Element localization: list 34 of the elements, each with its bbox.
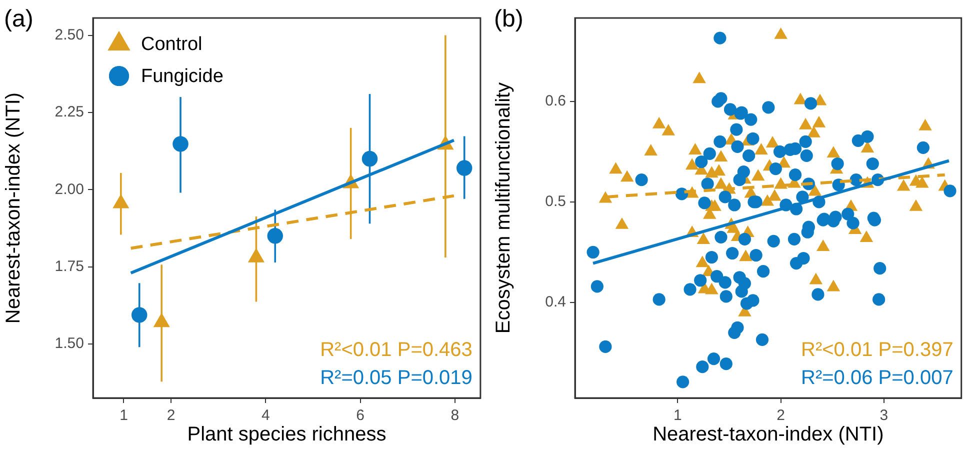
x-tick-label: 2 [166, 407, 176, 424]
y-axis-title: Ecosystem multifunctionality [492, 82, 515, 334]
x-tick-label: 6 [356, 407, 364, 424]
x-axis-title: Nearest-taxon-index (NTI) [652, 424, 884, 446]
chart-title: (b) [494, 6, 524, 33]
point [153, 312, 170, 328]
chart-title: (a) [4, 6, 34, 33]
point [248, 248, 264, 262]
x-tick-label: 1 [120, 407, 128, 424]
x-tick-label: 4 [261, 407, 270, 424]
x-tick-label: 8 [450, 407, 460, 424]
point [362, 150, 378, 167]
point [456, 160, 472, 176]
y-tick-label: 2.25 [54, 104, 84, 121]
x-axis-title: Plant species richness [187, 424, 386, 446]
x-tick-label: 3 [880, 407, 888, 424]
legend-label: Fungicide [141, 66, 224, 88]
point [172, 136, 188, 152]
y-tick-label: 1.50 [54, 335, 84, 352]
y-tick-label: 0.6 [545, 92, 566, 110]
x-tick-label: 1 [673, 407, 682, 424]
annotation: R²<0.01 P=0.463 [320, 339, 472, 361]
x-tick-label: 2 [776, 407, 785, 424]
y-tick-label: 0.4 [545, 294, 566, 311]
y-axis-title: Nearest-taxon-index (NTI) [2, 92, 25, 324]
y-tick-label: 1.75 [54, 258, 84, 275]
point [267, 228, 284, 244]
annotation: R²=0.06 P=0.007 [801, 367, 954, 389]
annotation: R²=0.05 P=0.019 [320, 367, 472, 389]
y-tick-label: 2.00 [54, 180, 84, 198]
y-tick-label: 0.5 [545, 193, 566, 210]
y-tick-label: 2.50 [54, 26, 84, 44]
legend-label: Control [141, 34, 202, 56]
annotation: R²<0.01 P=0.397 [801, 339, 954, 361]
